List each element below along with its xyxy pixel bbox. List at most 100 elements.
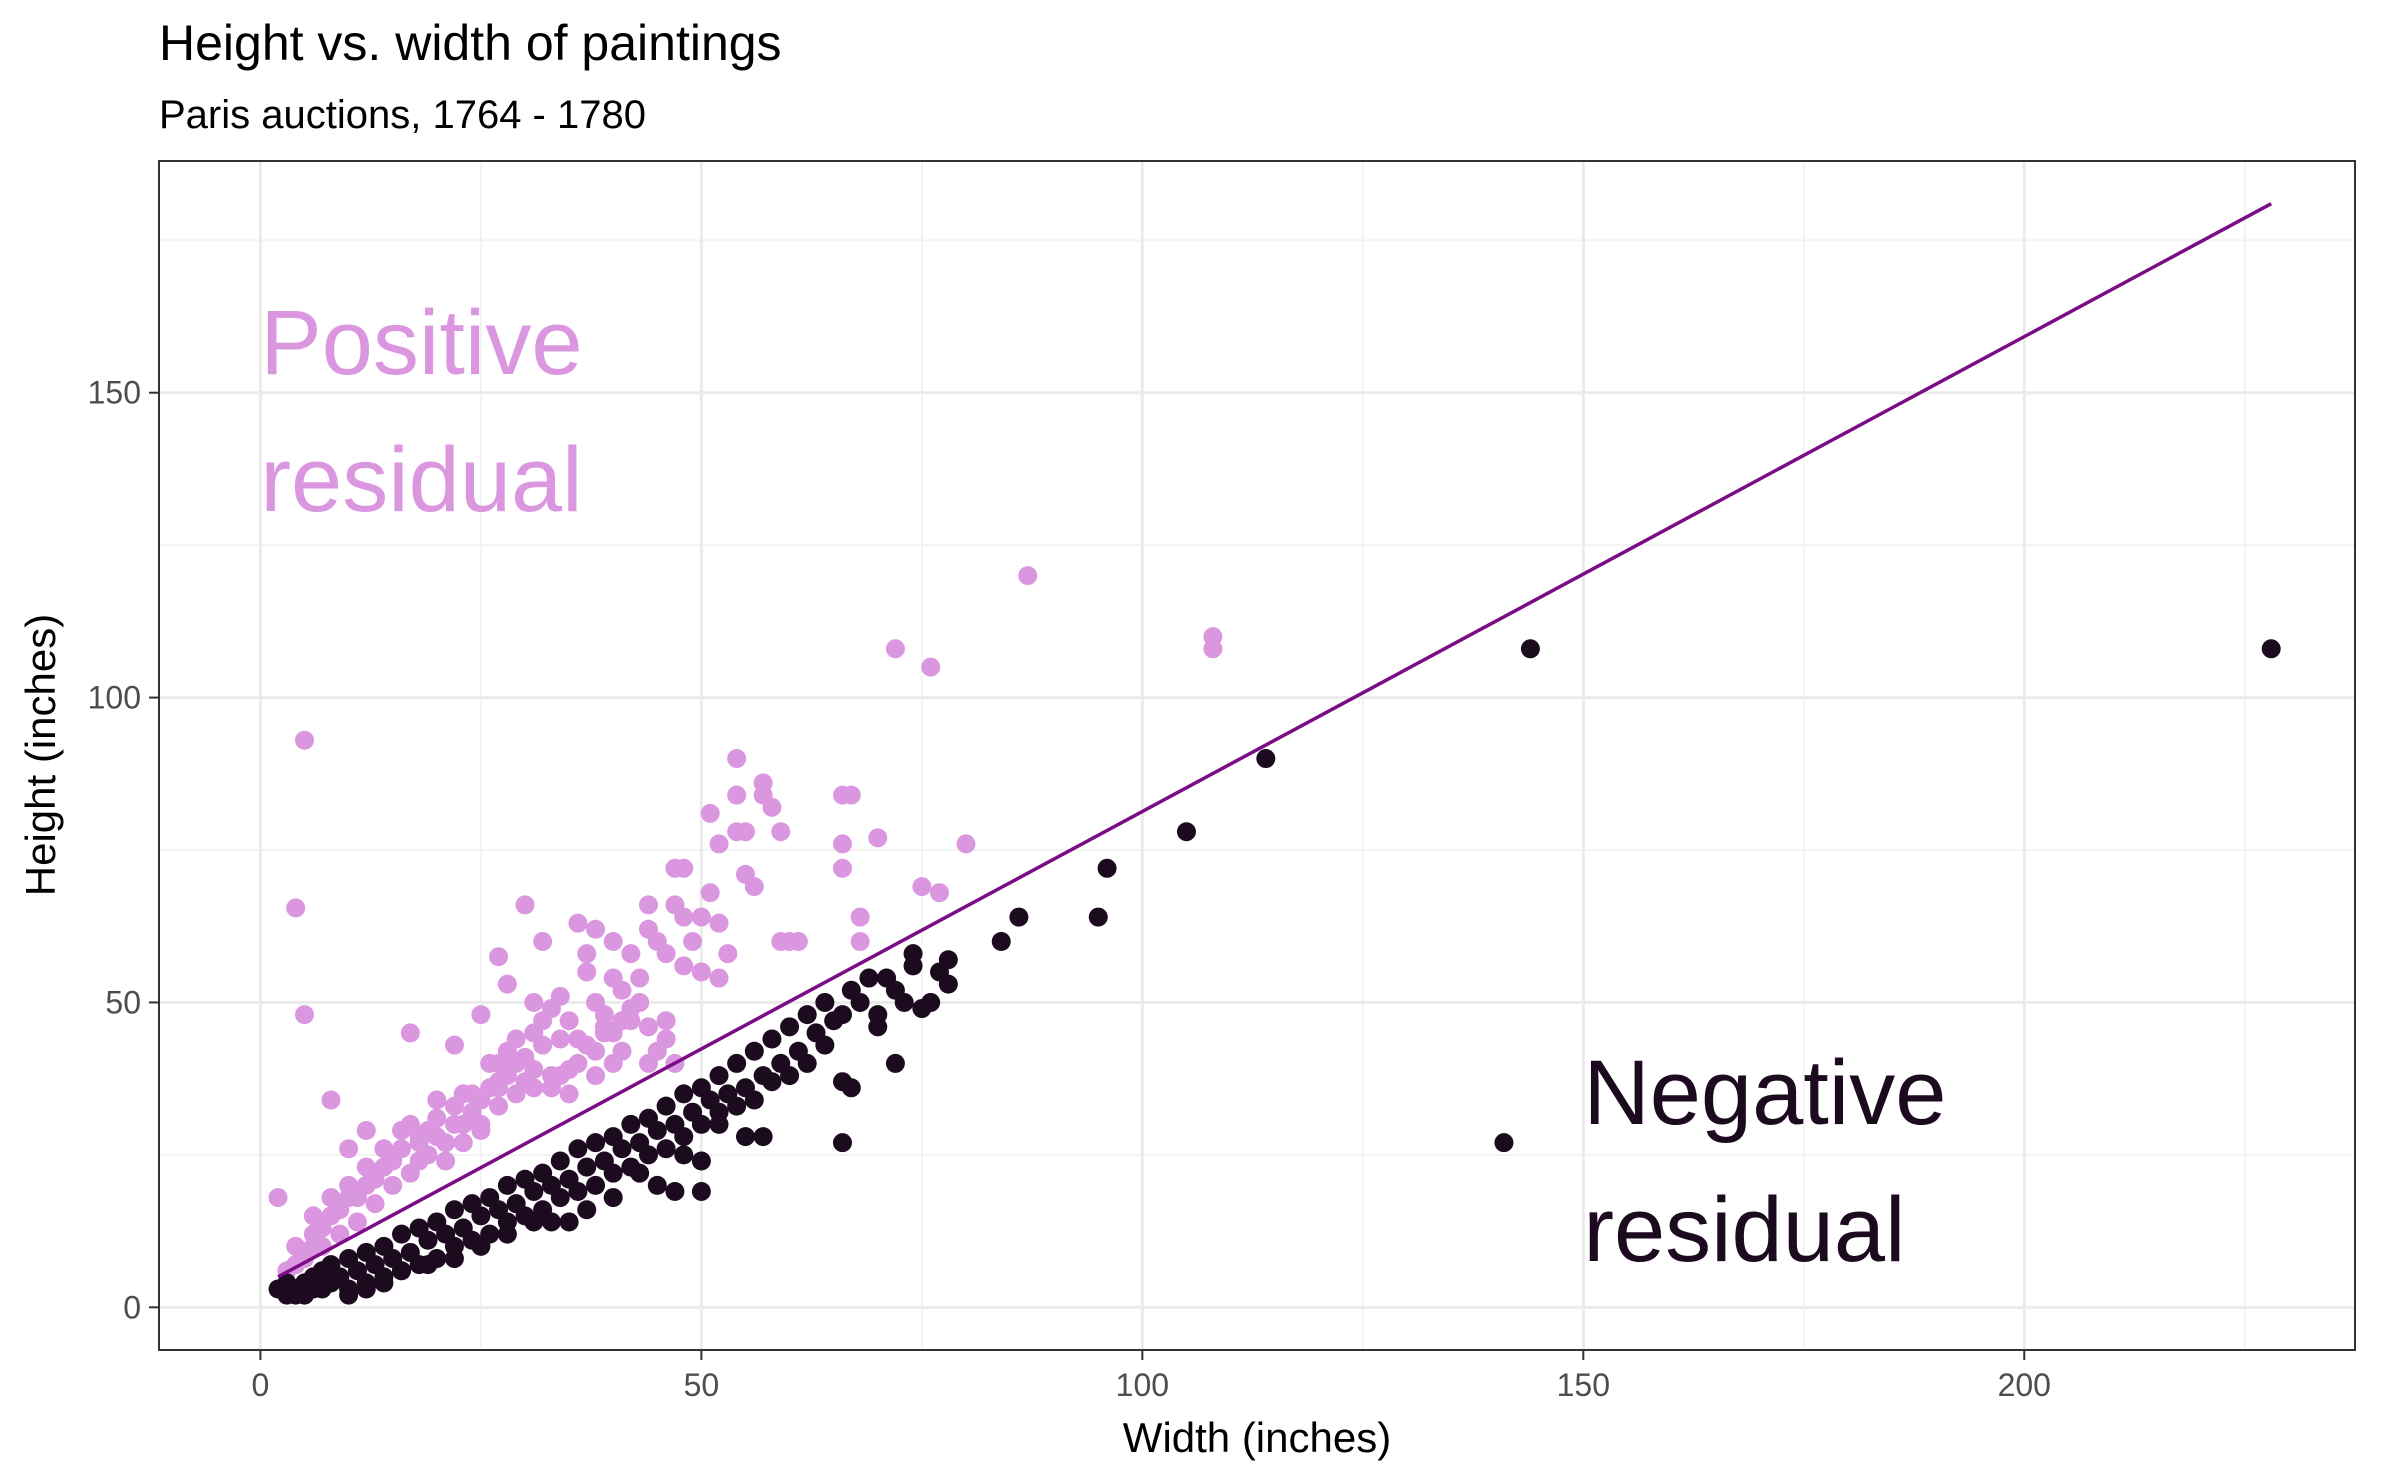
negative-residual-point [656, 1096, 676, 1116]
negative-residual-point [418, 1230, 438, 1250]
negative-residual-point [356, 1279, 376, 1299]
positive-residual-point [744, 877, 764, 897]
negative-residual-point [603, 1188, 623, 1208]
positive-residual-point [533, 931, 553, 951]
positive-residual-point [321, 1188, 341, 1208]
positive-residual-point [524, 1023, 544, 1043]
negative-residual-point [444, 1200, 464, 1220]
negative-residual-point [921, 992, 941, 1012]
positive-residual-point [541, 1078, 561, 1098]
positive-residual-point [506, 1053, 526, 1073]
positive-residual-point [850, 931, 870, 951]
positive-residual-point [268, 1188, 288, 1208]
residual-annotations: Positive residual Negative residual [260, 292, 1946, 1281]
negative-residual-point [709, 1114, 729, 1134]
positive-residual-point [638, 895, 658, 915]
data-points [268, 566, 2281, 1305]
negative-residual-point [586, 1133, 606, 1153]
positive-residual-point [674, 858, 694, 878]
fit-line-group [277, 202, 2273, 1279]
y-tick-label: 100 [88, 680, 141, 716]
x-axis: 0 50 100 150 200 [252, 1350, 2051, 1403]
negative-residual-point [471, 1236, 491, 1256]
x-axis-title: Width (inches) [1123, 1414, 1391, 1461]
negative-residual-point [541, 1212, 561, 1232]
negative-residual-point [1256, 749, 1276, 769]
positive-residual-point [444, 1035, 464, 1055]
positive-residual-point [427, 1127, 447, 1147]
annotation-label: residual [1583, 1179, 1905, 1281]
positive-residual-point [956, 834, 976, 854]
negative-residual-point [303, 1279, 323, 1299]
positive-residual-point [356, 1157, 376, 1177]
negative-residual-point [674, 1145, 694, 1165]
positive-residual-point [339, 1175, 359, 1195]
negative-residual-point [630, 1163, 650, 1183]
negative-residual-point [709, 1066, 729, 1086]
positive-residual-point [550, 1029, 570, 1049]
negative-residual-point [859, 968, 879, 988]
chart-title: Height vs. width of paintings [159, 15, 782, 71]
negative-residual-point [1097, 858, 1117, 878]
negative-residual-point [559, 1212, 579, 1232]
negative-residual-point [638, 1145, 658, 1165]
negative-residual-point [586, 1175, 606, 1195]
positive-residual-point [709, 834, 729, 854]
positive-residual-point [577, 944, 597, 964]
negative-residual-point [674, 1127, 694, 1147]
negative-residual-point [1494, 1133, 1514, 1153]
negative-residual-point [938, 974, 958, 994]
positive-residual-point [885, 639, 905, 659]
negative-residual-point [392, 1224, 412, 1244]
positive-residual-point [303, 1206, 323, 1226]
positive-residual-point [921, 657, 941, 677]
negative-residual-point [674, 1084, 694, 1104]
positive-residual-point [400, 1023, 420, 1043]
x-tick-label: 150 [1557, 1367, 1610, 1403]
positive-residual-point [912, 877, 932, 897]
positive-residual-point [577, 1035, 597, 1055]
positive-residual-point [594, 1023, 614, 1043]
positive-residual-point [471, 1005, 491, 1025]
positive-residual-point [577, 962, 597, 982]
negative-residual-point [524, 1181, 544, 1201]
annotation-label: residual [260, 429, 582, 531]
positive-residual-point [612, 980, 632, 1000]
negative-residual-point [735, 1127, 755, 1147]
negative-residual-point [762, 1072, 782, 1092]
positive-residual-point [295, 1005, 315, 1025]
negative-residual-point [665, 1181, 685, 1201]
positive-residual-point [612, 1011, 632, 1031]
positive-residual-point [400, 1114, 420, 1134]
positive-residual-point [674, 956, 694, 976]
positive-residual-point [471, 1120, 491, 1140]
negative-residual-point [744, 1090, 764, 1110]
negative-residual-point [497, 1175, 517, 1195]
positive-residual-point [321, 1090, 341, 1110]
positive-residual-point [383, 1175, 403, 1195]
positive-residual-point [515, 895, 535, 915]
x-tick-label: 0 [252, 1367, 270, 1403]
positive-residual-point [638, 1053, 658, 1073]
positive-residual-point [621, 944, 641, 964]
positive-residual-point [638, 1017, 658, 1037]
y-axis: 0 50 100 150 [88, 375, 159, 1325]
positive-residual-point [594, 1005, 614, 1025]
negative-residual-point [374, 1273, 394, 1293]
positive-residual-point [683, 931, 703, 951]
negative-residual-point [577, 1157, 597, 1177]
positive-residual-point [832, 834, 852, 854]
positive-residual-point [506, 1084, 526, 1104]
negative-residual-point [577, 1200, 597, 1220]
positive-residual-point [541, 999, 561, 1019]
positive-residual-point [709, 968, 729, 988]
positive-residual-point [286, 1236, 306, 1256]
positive-residual-point [453, 1084, 473, 1104]
negative-residual-point [612, 1139, 632, 1159]
positive-residual-point [471, 1090, 491, 1110]
positive-residual-point [347, 1212, 367, 1232]
positive-residual-point [524, 1060, 544, 1080]
negative-residual-point [286, 1285, 306, 1305]
negative-residual-point [744, 1041, 764, 1061]
